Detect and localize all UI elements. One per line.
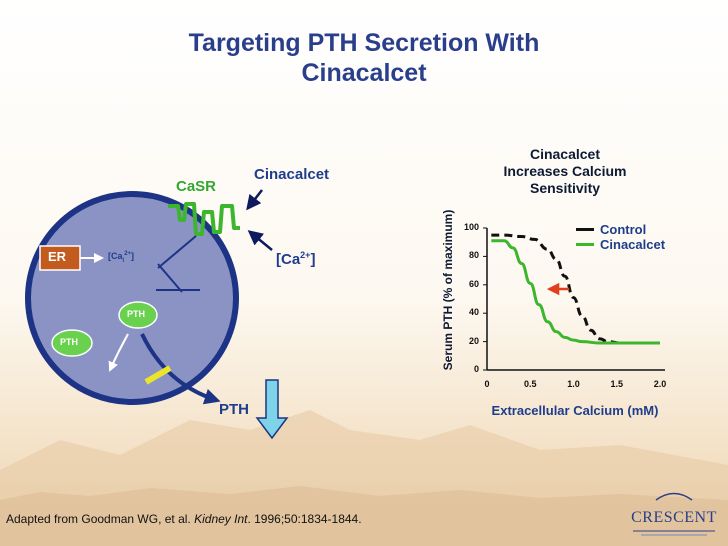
signal-line-diagonal (157, 235, 197, 269)
slide-title: Targeting PTH Secretion With Cinacalcet (60, 28, 668, 88)
chart-title: Cinacalcet Increases Calcium Sensitivity (470, 146, 660, 197)
x-tick-label-4: 2.0 (653, 379, 667, 389)
citation-journal: Kidney Int (194, 512, 248, 526)
crescent-logo-text: CRESCENT (631, 509, 717, 526)
casr-label: CaSR (176, 178, 217, 195)
intracellular-calcium-label: [Cai2+] (108, 251, 135, 264)
legend-swatch-cinacalcet (576, 243, 594, 246)
y-tick-label-5: 100 (463, 222, 479, 232)
slide-title-line-1: Targeting PTH Secretion With (188, 29, 540, 57)
pth-vesicle-outer (51, 329, 93, 357)
legend-swatch-control (576, 228, 594, 231)
chart-title-line-3: Sensitivity (529, 180, 601, 196)
crescent-logo-mark (655, 492, 693, 501)
legend-label-cinacalcet: Cinacalcet (600, 237, 666, 252)
chart-legend: Control Cinacalcet (576, 222, 665, 252)
crescent-logo-underline (633, 530, 715, 536)
x-tick-label-0: 0 (484, 379, 490, 389)
y-tick-label-1: 20 (468, 335, 479, 346)
pth-output-arrow (255, 379, 289, 440)
background-city (0, 486, 728, 546)
legend-item-control: Control (576, 222, 665, 237)
x-tick-label-2: 1.0 (567, 379, 580, 389)
cinacalcet-block-bar (144, 365, 172, 385)
pth-vesicle-inner (118, 301, 158, 329)
y-tick-label-3: 60 (468, 278, 479, 289)
casr-receptor (168, 202, 240, 236)
chart-title-line-1: Cinacalcet (529, 146, 601, 162)
slide-title-line-2: Cinacalcet (301, 59, 427, 87)
y-tick-label-0: 0 (473, 364, 479, 374)
x-tick-label-1: 0.5 (523, 379, 537, 389)
series-line-cinacalcet (491, 239, 660, 345)
calcium-arrow (247, 230, 273, 251)
signal-inhibition-bar (157, 263, 183, 293)
chart-x-axis-label: Extracellular Calcium (mM) (491, 403, 659, 418)
crescent-logo: CRESCENT (622, 491, 726, 543)
pth-secretion-arrow (140, 333, 221, 405)
er-label: ER (48, 249, 67, 264)
chart-title-line-2: Increases Calcium (503, 163, 627, 179)
calcium-label: [Ca2+] (276, 250, 316, 268)
pth-output-label: PTH (219, 401, 249, 418)
pth-inner-label: PTH (127, 309, 145, 319)
cinacalcet-arrow (246, 189, 263, 211)
vesicle-release-arrow (108, 333, 129, 372)
citation-caption: Adapted from Goodman WG, et al. Kidney I… (6, 512, 362, 526)
y-tick-label-2: 40 (468, 307, 479, 318)
citation-prefix: Adapted from Goodman WG, et al. (6, 512, 195, 526)
legend-item-cinacalcet: Cinacalcet (576, 237, 665, 252)
citation-suffix: . 1996;50:1834-1844. (247, 512, 362, 526)
y-tick-label-4: 80 (468, 250, 479, 261)
cinacalcet-label: Cinacalcet (254, 166, 330, 183)
pth-vesicle-label: PTH (60, 337, 78, 347)
legend-label-control: Control (600, 222, 647, 237)
x-tick-label-3: 1.5 (610, 379, 623, 389)
